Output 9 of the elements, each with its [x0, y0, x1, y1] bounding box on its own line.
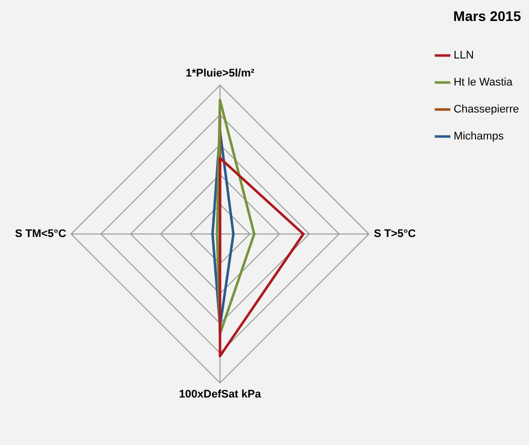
spoke-label: S TM<5°C	[14, 228, 66, 240]
legend-label: Ht le Wastia	[454, 76, 514, 89]
spoke-label: 100xDefSat kPa	[179, 388, 262, 400]
spoke-label: S T>5°C	[374, 228, 416, 240]
legend-label: Michamps	[454, 130, 504, 143]
spoke-label: 1*Pluie>5l/m²	[186, 68, 255, 80]
legend-label: LLN	[454, 50, 474, 62]
legend-label: Chassepierre	[454, 104, 519, 116]
chart-title: Mars 2015	[453, 8, 521, 24]
